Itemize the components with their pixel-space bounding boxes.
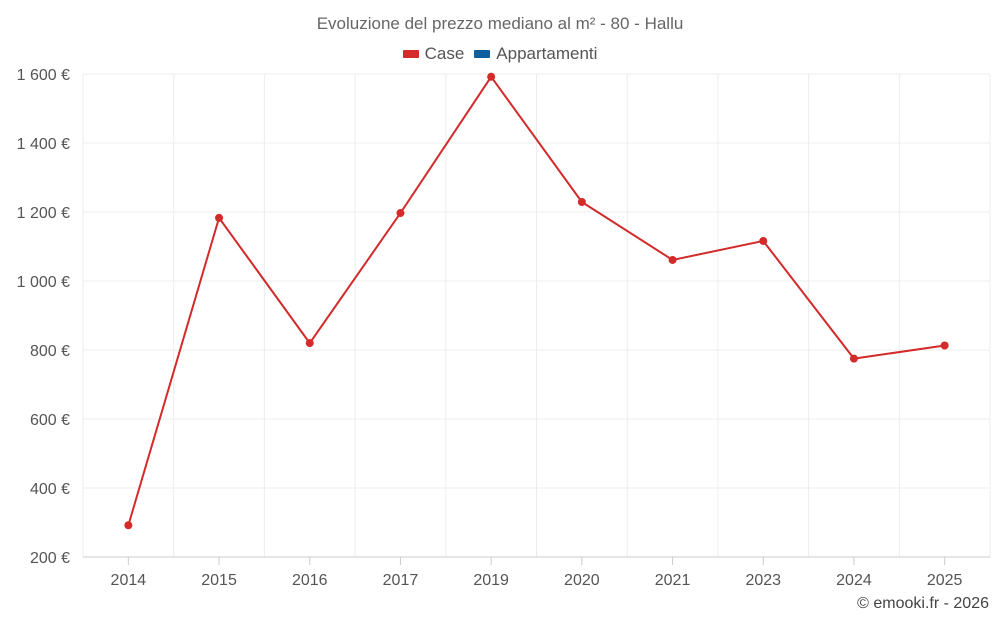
- x-tick-label: 2017: [383, 572, 419, 589]
- data-point-case-2015: [215, 213, 224, 222]
- x-tick-label: 2014: [111, 572, 147, 589]
- data-point-case-2023: [759, 236, 768, 245]
- data-point-case-2021: [668, 255, 677, 264]
- x-tick-label: 2021: [655, 572, 691, 589]
- x-tick-label: 2024: [836, 572, 872, 589]
- legend-label-case: Case: [424, 44, 465, 63]
- data-point-case-2024: [849, 354, 858, 363]
- legend-swatch-appartamenti: [474, 50, 491, 58]
- data-point-case-2025: [940, 341, 949, 350]
- y-tick-label: 1 600 €: [17, 67, 70, 84]
- legend-swatch-case: [402, 50, 419, 58]
- series-line-case: [127, 75, 945, 526]
- x-tick-label: 2023: [745, 572, 781, 589]
- legend-item-case[interactable]: Case: [402, 44, 465, 64]
- data-point-case-2020: [577, 197, 586, 206]
- x-tick-label: 2020: [564, 572, 600, 589]
- x-tick-label: 2019: [473, 572, 509, 589]
- y-tick-label: 1 400 €: [17, 136, 70, 153]
- data-point-case-2019: [487, 72, 496, 81]
- data-point-case-2017: [396, 209, 405, 218]
- y-tick-label: 600 €: [30, 412, 70, 429]
- data-point-case-2014: [124, 521, 133, 530]
- data-point-case-2016: [305, 339, 314, 348]
- chart-legend: Case Appartamenti: [0, 44, 1000, 64]
- x-tick-label: 2015: [201, 572, 237, 589]
- y-tick-label: 400 €: [30, 481, 70, 498]
- legend-label-appartamenti: Appartamenti: [496, 44, 598, 63]
- chart-title: Evoluzione del prezzo mediano al m² - 80…: [316, 14, 684, 33]
- y-tick-label: 1 000 €: [17, 274, 70, 291]
- y-tick-label: 1 200 €: [17, 205, 70, 222]
- x-tick-label: 2025: [927, 572, 963, 589]
- y-tick-label: 800 €: [30, 343, 70, 360]
- credit-text: © emooki.fr - 2026: [857, 595, 989, 612]
- legend-item-appartamenti[interactable]: Appartamenti: [474, 44, 597, 64]
- y-tick-label: 200 €: [30, 550, 70, 567]
- x-tick-label: 2016: [292, 572, 328, 589]
